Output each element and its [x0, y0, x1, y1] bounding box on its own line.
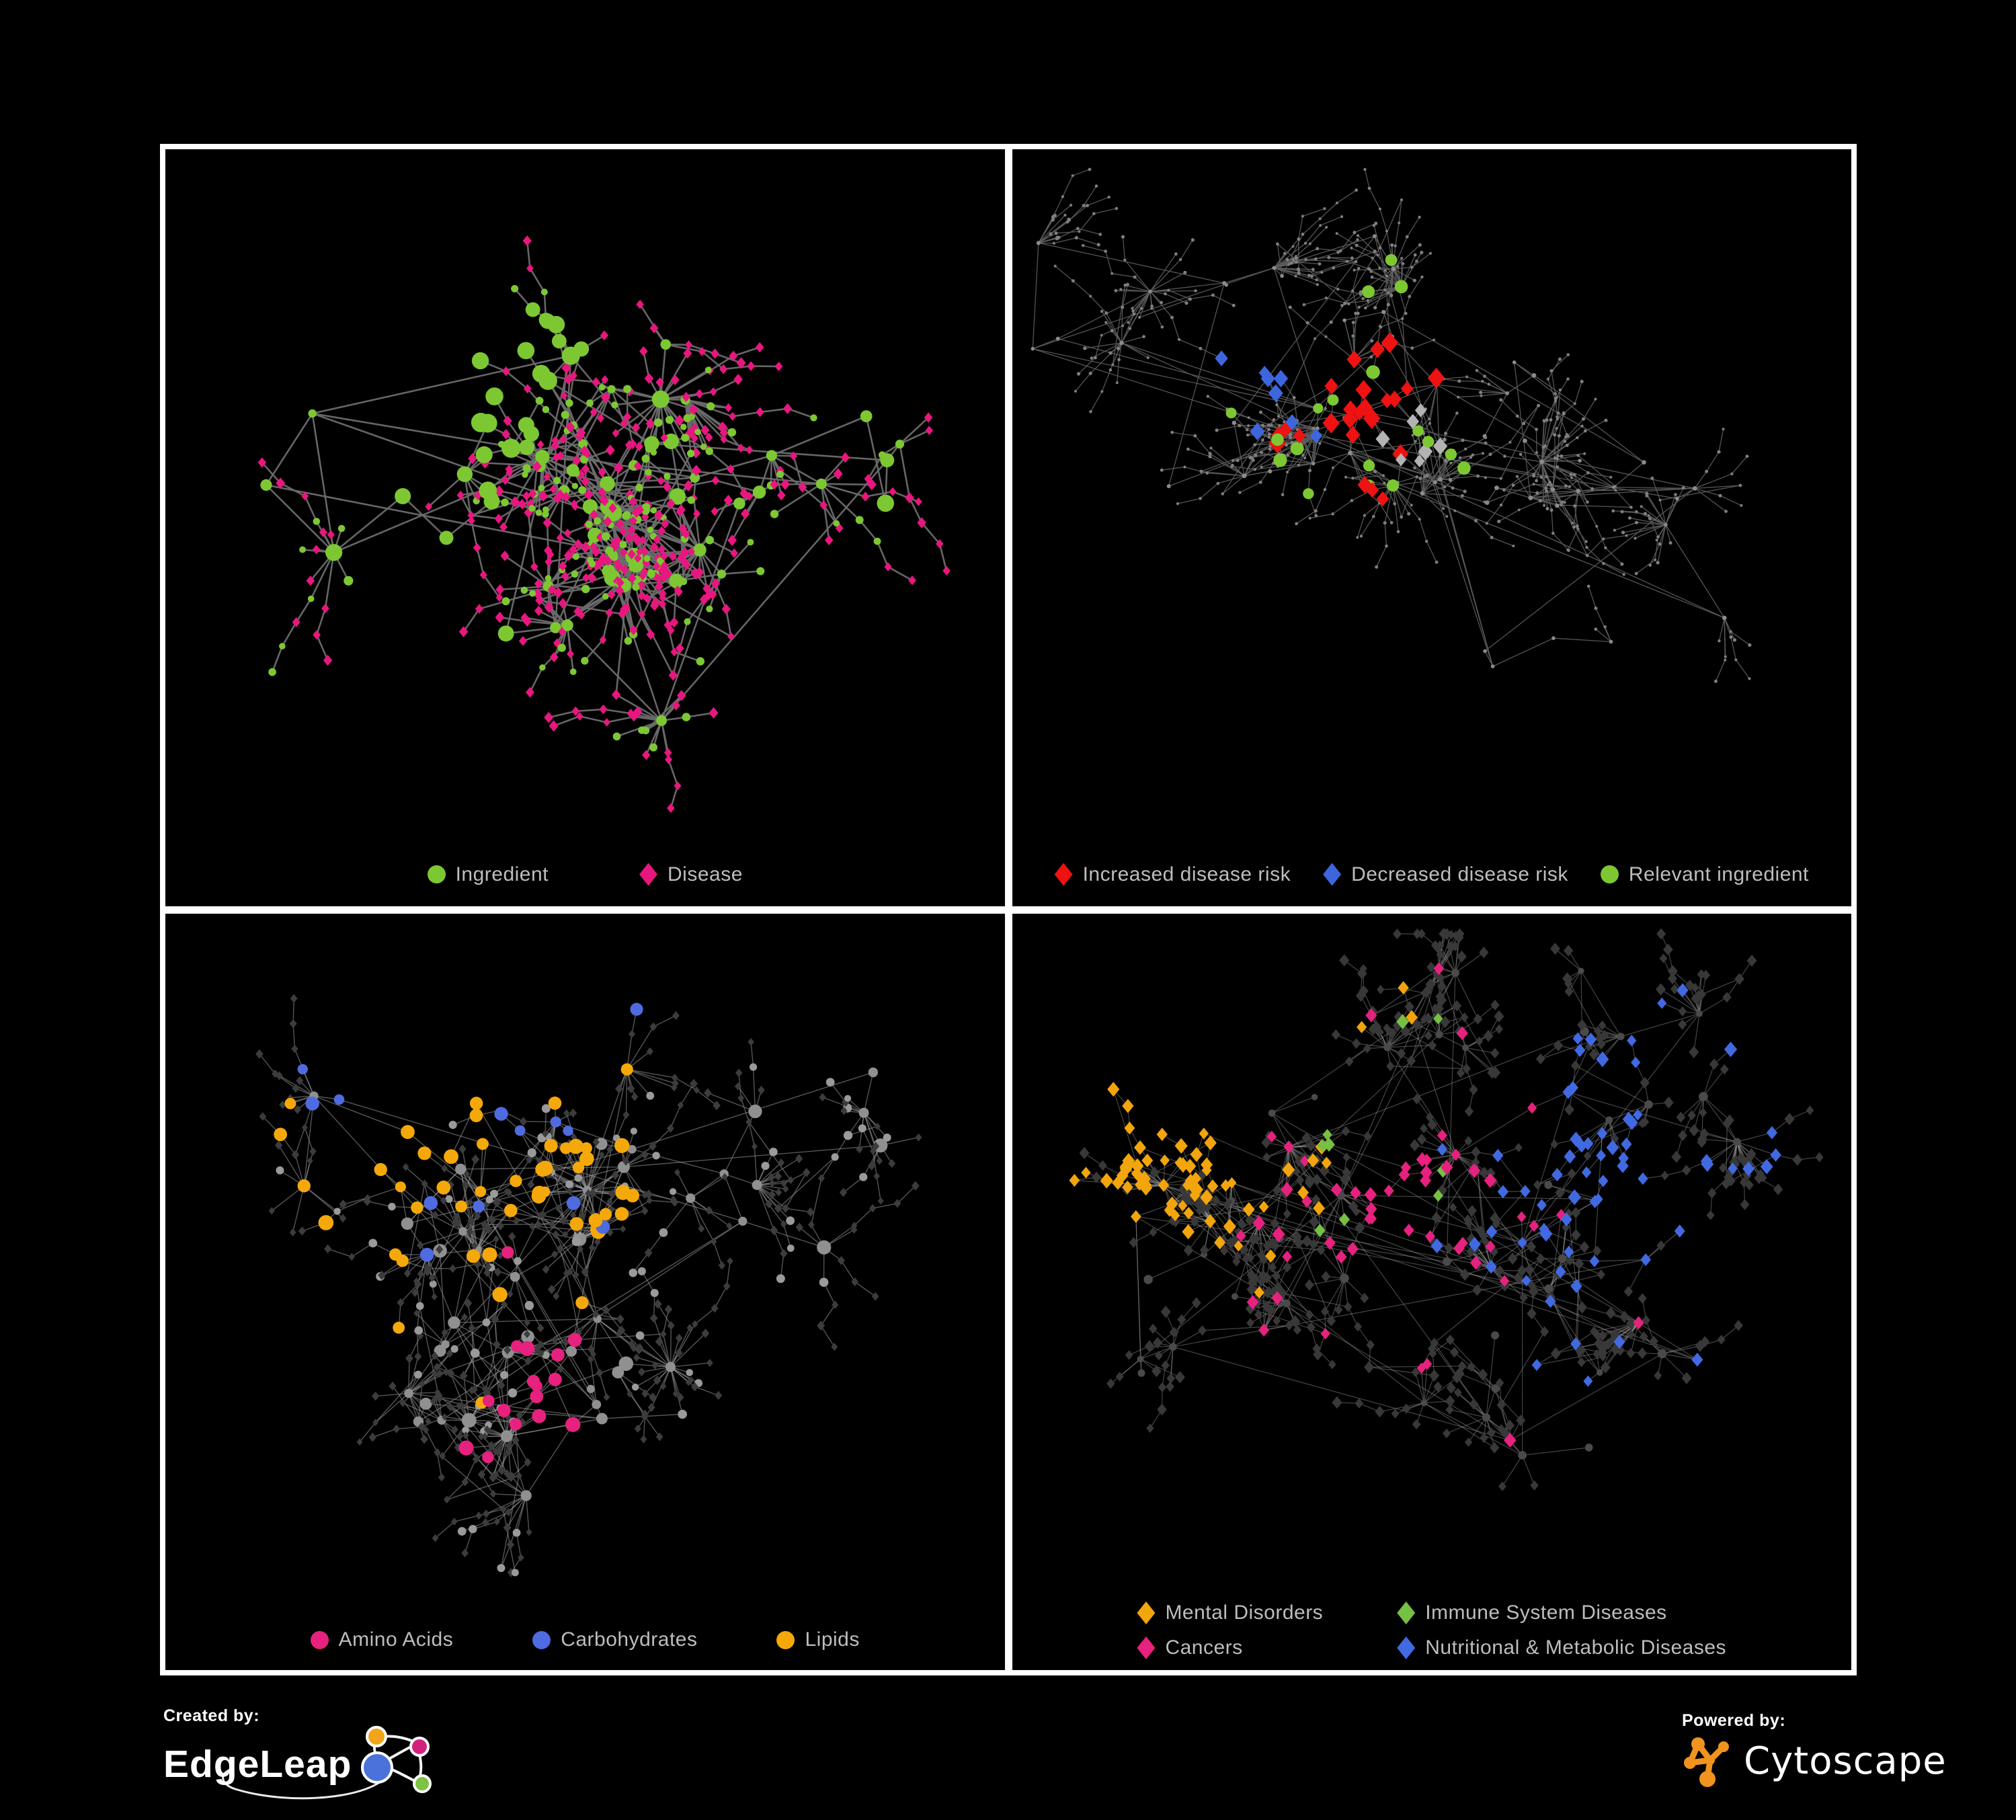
legend: Mental Disorders Immune System Diseases Ca…: [1137, 1601, 1726, 1659]
nodes: [255, 994, 922, 1577]
panel-disease-risk: Increased disease risk Decreased disease …: [1012, 149, 1852, 906]
panel-disease-classes: Mental Disorders Immune System Diseases Ca…: [1012, 913, 1851, 1670]
legend-item: Mental Disorders: [1137, 1601, 1323, 1624]
legend-item: Amino Acids: [310, 1628, 454, 1651]
legend-swatch-diamond: [1054, 863, 1073, 886]
cytoscape-logo-text: Cytoscape: [1744, 1739, 1947, 1783]
legend-swatch-diamond: [1397, 1636, 1416, 1659]
legend-swatch-diamond: [1137, 1601, 1156, 1624]
legend-swatch-circle: [427, 865, 446, 883]
created-by-block: Created by: EdgeLeap: [163, 1706, 440, 1801]
legend-swatch-diamond: [1137, 1636, 1156, 1659]
legend-item: Decreased disease risk: [1323, 863, 1568, 886]
legend: Ingredient Disease: [165, 863, 1005, 886]
legend-item: Relevant ingredient: [1600, 863, 1809, 885]
legend-label: Nutritional & Metabolic Diseases: [1425, 1636, 1727, 1659]
edgeleap-node-magenta: [409, 1737, 430, 1757]
legend-label: Relevant ingredient: [1628, 863, 1809, 885]
legend-item: Immune System Diseases: [1397, 1601, 1726, 1624]
network-graph: [255, 994, 922, 1577]
edgeleap-logo-text: EdgeLeap: [163, 1742, 352, 1786]
legend-swatch-circle: [776, 1630, 795, 1649]
legend-item: Lipids: [776, 1630, 859, 1650]
created-by-label: Created by:: [163, 1706, 260, 1725]
legend: Increased disease risk Decreased disease …: [1012, 863, 1852, 886]
legend-swatch-diamond: [1397, 1601, 1416, 1624]
legend-label: Mental Disorders: [1165, 1601, 1324, 1624]
powered-by-block: Powered by: Cytoscape: [1682, 1711, 1947, 1790]
figure-grid: Ingredient Disease Increased disease risk…: [160, 144, 1857, 1675]
edgeleap-node-orange: [366, 1726, 388, 1747]
legend-item: Nutritional & Metabolic Diseases: [1397, 1636, 1726, 1659]
legend-item: Ingredient: [427, 863, 549, 885]
legend-swatch-circle: [1600, 865, 1619, 883]
cytoscape-logo-icon: [1684, 1737, 1729, 1787]
legend-swatch-circle: [310, 1630, 329, 1649]
nodes: [1068, 927, 1824, 1491]
network-graph: [1031, 167, 1751, 683]
legend-label: Amino Acids: [338, 1628, 454, 1651]
nodes: [257, 235, 951, 813]
panel-compound-classes: Amino Acids Carbohydrates Lipids: [165, 913, 1005, 1670]
powered-by-label: Powered by:: [1682, 1711, 1786, 1730]
nodes: [1031, 167, 1751, 683]
edgeleap-logo-icon: [222, 1726, 432, 1800]
legend-item: Cancers: [1137, 1636, 1323, 1659]
legend-swatch-diamond: [1323, 863, 1342, 886]
legend-label: Cancers: [1165, 1636, 1243, 1659]
edgeleap-node-blue: [361, 1751, 394, 1784]
legend-item: Disease: [639, 863, 743, 886]
legend-swatch-circle: [532, 1630, 551, 1649]
legend-label: Lipids: [805, 1628, 860, 1651]
legend-item: Carbohydrates: [532, 1630, 697, 1650]
legend-label: Carbohydrates: [561, 1628, 698, 1651]
network-graph: [257, 235, 951, 813]
edges: [259, 997, 920, 1573]
panel-ingredient-disease: Ingredient Disease: [165, 149, 1005, 906]
legend-label: Disease: [668, 863, 743, 885]
legend-label: Increased disease risk: [1082, 863, 1291, 885]
legend-item: Increased disease risk: [1054, 863, 1291, 886]
network-graph: [1068, 927, 1824, 1491]
legend-label: Ingredient: [455, 863, 549, 885]
legend-swatch-diamond: [639, 863, 658, 886]
legend: Amino Acids Carbohydrates Lipids: [165, 1630, 1005, 1650]
edgeleap-node-green: [413, 1774, 432, 1793]
legend-label: Immune System Diseases: [1425, 1601, 1667, 1624]
legend-label: Decreased disease risk: [1351, 863, 1568, 885]
